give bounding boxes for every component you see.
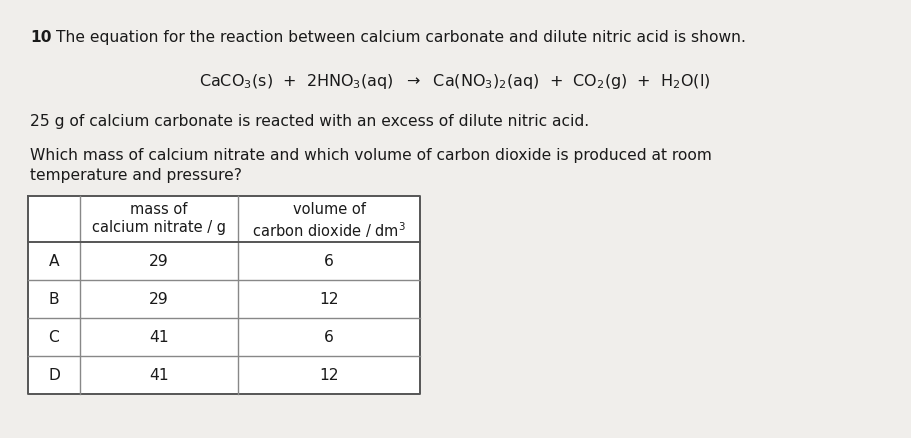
Text: 29: 29	[149, 292, 169, 307]
Text: 25 g of calcium carbonate is reacted with an excess of dilute nitric acid.: 25 g of calcium carbonate is reacted wit…	[30, 114, 589, 129]
Text: The equation for the reaction between calcium carbonate and dilute nitric acid i: The equation for the reaction between ca…	[56, 30, 746, 45]
Text: A: A	[48, 254, 59, 268]
Text: 41: 41	[149, 367, 169, 382]
Text: D: D	[48, 367, 60, 382]
Text: 41: 41	[149, 329, 169, 345]
Text: Which mass of calcium nitrate and which volume of carbon dioxide is produced at : Which mass of calcium nitrate and which …	[30, 148, 711, 163]
Text: 6: 6	[324, 329, 334, 345]
Text: CaCO$_3$(s)  +  2HNO$_3$(aq)  $\rightarrow$  Ca(NO$_3$)$_2$(aq)  +  CO$_2$(g)  +: CaCO$_3$(s) + 2HNO$_3$(aq) $\rightarrow$…	[200, 72, 711, 91]
Text: mass of: mass of	[130, 202, 188, 217]
Text: volume of: volume of	[292, 202, 365, 217]
Text: C: C	[48, 329, 59, 345]
Text: 12: 12	[319, 292, 339, 307]
Text: 29: 29	[149, 254, 169, 268]
Text: 6: 6	[324, 254, 334, 268]
Text: B: B	[48, 292, 59, 307]
Text: carbon dioxide / dm$^3$: carbon dioxide / dm$^3$	[252, 220, 406, 240]
Text: 12: 12	[319, 367, 339, 382]
Text: temperature and pressure?: temperature and pressure?	[30, 168, 242, 183]
Text: 10: 10	[30, 30, 52, 45]
Bar	[28, 196, 420, 394]
Text: calcium nitrate / g: calcium nitrate / g	[92, 220, 226, 235]
